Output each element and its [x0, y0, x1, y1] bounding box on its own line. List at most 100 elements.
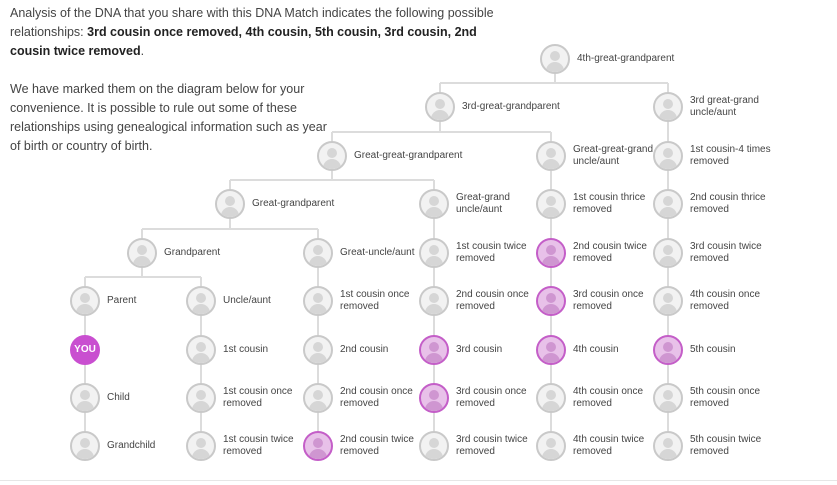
- person-node-1c1r_d[interactable]: [186, 383, 216, 413]
- person-node-2c[interactable]: [303, 335, 333, 365]
- person-silhouette-icon: [550, 51, 560, 61]
- person-node-ggua[interactable]: [536, 141, 566, 171]
- intro-text-c: .: [140, 44, 145, 58]
- node-label-2c: 2nd cousin: [340, 344, 426, 356]
- node-label-3c1r_u: 3rd cousin once removed: [573, 289, 659, 313]
- person-node-1c4r[interactable]: [653, 141, 683, 171]
- person-node-parent[interactable]: [70, 286, 100, 316]
- person-silhouette-icon: [546, 438, 556, 448]
- person-node-4c1r_d[interactable]: [536, 383, 566, 413]
- you-node[interactable]: YOU: [70, 335, 100, 365]
- person-node-5c1r_d[interactable]: [653, 383, 683, 413]
- person-node-ggg[interactable]: [317, 141, 347, 171]
- person-silhouette-body: [659, 159, 677, 169]
- person-node-gua[interactable]: [419, 189, 449, 219]
- person-silhouette-body: [542, 207, 560, 217]
- person-node-3gg[interactable]: [425, 92, 455, 122]
- person-silhouette-icon: [327, 148, 337, 158]
- node-label-2c3r: 2nd cousin thrice removed: [690, 192, 776, 216]
- person-node-2c2r_d[interactable]: [303, 431, 333, 461]
- person-node-gp[interactable]: [127, 238, 157, 268]
- node-label-5c1r_d: 5th cousin once removed: [690, 386, 776, 410]
- person-node-1c2r[interactable]: [419, 238, 449, 268]
- node-label-3c1r_d: 3rd cousin once removed: [456, 386, 542, 410]
- divider: [0, 480, 837, 481]
- person-node-1c2r_d[interactable]: [186, 431, 216, 461]
- person-node-4gg[interactable]: [540, 44, 570, 74]
- node-label-ggua: Great-great-grand uncle/aunt: [573, 144, 659, 168]
- node-label-ggg: Great-great-grandparent: [354, 150, 484, 162]
- person-node-2c1r_u[interactable]: [419, 286, 449, 316]
- person-silhouette-body: [425, 449, 443, 459]
- node-label-1c: 1st cousin: [223, 344, 309, 356]
- intro-text: Analysis of the DNA that you share with …: [10, 4, 510, 175]
- person-silhouette-body: [659, 207, 677, 217]
- person-silhouette-body: [309, 304, 327, 314]
- person-node-4c[interactable]: [536, 335, 566, 365]
- person-silhouette-body: [659, 110, 677, 120]
- person-silhouette-body: [192, 401, 210, 411]
- node-label-1c4r: 1st cousin-4 times removed: [690, 144, 776, 168]
- person-silhouette-body: [425, 304, 443, 314]
- node-label-2c2r_u: 2nd cousin twice removed: [573, 241, 659, 265]
- person-node-3c[interactable]: [419, 335, 449, 365]
- person-silhouette-body: [192, 353, 210, 363]
- person-node-3ggua[interactable]: [653, 92, 683, 122]
- person-silhouette-icon: [313, 438, 323, 448]
- node-label-4c1r_d: 4th cousin once removed: [573, 386, 659, 410]
- node-label-3ggua: 3rd great-grand uncle/aunt: [690, 95, 776, 119]
- person-node-4c2r_d[interactable]: [536, 431, 566, 461]
- node-label-2c1r_u: 2nd cousin once removed: [456, 289, 542, 313]
- person-node-5c[interactable]: [653, 335, 683, 365]
- person-silhouette-icon: [196, 390, 206, 400]
- person-silhouette-icon: [313, 342, 323, 352]
- node-label-3c2r: 3rd cousin twice removed: [690, 241, 776, 265]
- person-silhouette-body: [425, 353, 443, 363]
- person-silhouette-icon: [663, 342, 673, 352]
- node-label-gua2: Great-uncle/aunt: [340, 247, 426, 259]
- person-silhouette-body: [659, 304, 677, 314]
- person-node-4c1r_u[interactable]: [653, 286, 683, 316]
- person-silhouette-icon: [429, 245, 439, 255]
- node-label-1c2r: 1st cousin twice removed: [456, 241, 542, 265]
- person-node-ua[interactable]: [186, 286, 216, 316]
- node-label-gp: Grandparent: [164, 247, 250, 259]
- person-silhouette-icon: [663, 148, 673, 158]
- person-node-grandchild[interactable]: [70, 431, 100, 461]
- person-node-1c[interactable]: [186, 335, 216, 365]
- person-silhouette-icon: [429, 342, 439, 352]
- intro-paragraph-1: Analysis of the DNA that you share with …: [10, 4, 510, 61]
- person-node-1c1r_u[interactable]: [303, 286, 333, 316]
- person-silhouette-icon: [429, 438, 439, 448]
- person-node-child[interactable]: [70, 383, 100, 413]
- person-node-3c2r[interactable]: [653, 238, 683, 268]
- person-silhouette-icon: [546, 293, 556, 303]
- person-node-2c1r_d[interactable]: [303, 383, 333, 413]
- person-silhouette-body: [546, 62, 564, 72]
- intro-relationships: 3rd cousin once removed, 4th cousin, 5th…: [10, 25, 477, 58]
- person-silhouette-icon: [137, 245, 147, 255]
- person-silhouette-icon: [663, 390, 673, 400]
- node-label-4c1r_u: 4th cousin once removed: [690, 289, 776, 313]
- person-node-1c3r[interactable]: [536, 189, 566, 219]
- person-silhouette-icon: [663, 293, 673, 303]
- person-node-5c2r_d[interactable]: [653, 431, 683, 461]
- person-silhouette-icon: [546, 245, 556, 255]
- person-node-3c1r_d[interactable]: [419, 383, 449, 413]
- person-node-gg[interactable]: [215, 189, 245, 219]
- person-node-2c3r[interactable]: [653, 189, 683, 219]
- node-label-3gg: 3rd-great-grandparent: [462, 101, 592, 113]
- person-silhouette-icon: [429, 293, 439, 303]
- node-label-1c3r: 1st cousin thrice removed: [573, 192, 659, 216]
- person-silhouette-body: [309, 449, 327, 459]
- person-node-gua2[interactable]: [303, 238, 333, 268]
- person-silhouette-body: [309, 401, 327, 411]
- node-label-1c1r_u: 1st cousin once removed: [340, 289, 426, 313]
- person-silhouette-icon: [546, 196, 556, 206]
- person-silhouette-body: [542, 304, 560, 314]
- person-node-3c1r_u[interactable]: [536, 286, 566, 316]
- person-node-3c2r_d[interactable]: [419, 431, 449, 461]
- node-label-ua: Uncle/aunt: [223, 295, 309, 307]
- node-label-parent: Parent: [107, 295, 193, 307]
- person-node-2c2r_u[interactable]: [536, 238, 566, 268]
